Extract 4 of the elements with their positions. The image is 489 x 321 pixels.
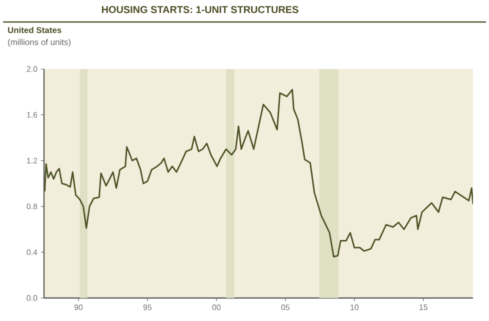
chart-subtitle: United States bbox=[8, 26, 62, 34]
chart-title: HOUSING STARTS: 1-UNIT STRUCTURES bbox=[102, 6, 298, 14]
y-axis-title: (millions of units) bbox=[8, 38, 71, 47]
line-series bbox=[44, 88, 474, 258]
